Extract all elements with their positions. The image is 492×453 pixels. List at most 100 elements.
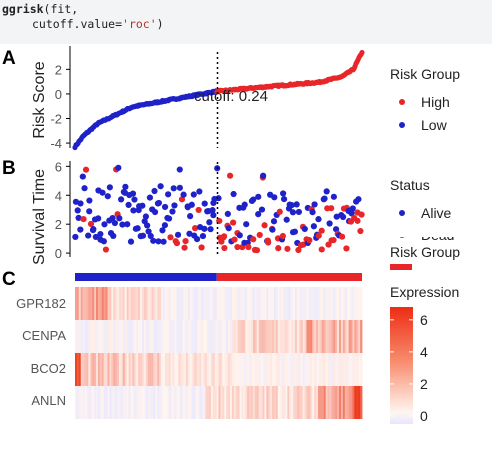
heatmap-cell <box>249 353 252 386</box>
heatmap-cell <box>166 386 170 419</box>
heatmap-cell <box>360 353 363 386</box>
panel-b-yticks: 0 2 4 6 <box>55 159 70 261</box>
heatmap-cell <box>109 353 112 386</box>
heatmap-cell <box>220 320 223 353</box>
survival-point <box>343 245 350 252</box>
heatmap-cell <box>310 353 313 386</box>
heatmap-cell <box>264 386 267 419</box>
heatmap-cell <box>275 287 279 320</box>
heatmap-cell <box>295 287 298 320</box>
heatmap-cell <box>295 320 298 353</box>
heatmap-cell <box>168 353 172 386</box>
survival-point <box>207 226 214 233</box>
heatmap-cell <box>296 287 300 320</box>
heatmap-cell <box>134 287 137 320</box>
heatmap-cell <box>117 287 120 320</box>
heatmap-cell <box>201 386 204 419</box>
heatmap-cell <box>256 353 260 386</box>
heatmap-cell <box>279 320 283 353</box>
survival-point <box>311 201 318 208</box>
heatmap-cell <box>130 320 133 353</box>
survival-point <box>119 221 126 228</box>
heatmap-cell <box>136 386 139 419</box>
heatmap-cell <box>239 353 242 386</box>
heatmap-cell <box>273 320 277 353</box>
heatmap-cell <box>220 353 223 386</box>
heatmap-cell <box>260 287 263 320</box>
heatmap-cell <box>145 353 149 386</box>
heatmap-cell <box>295 386 298 419</box>
survival-point <box>134 225 141 232</box>
legend-risk-group-a: Risk Group High Low <box>390 66 460 133</box>
heatmap-cell <box>333 287 336 320</box>
survival-point <box>241 201 248 208</box>
heatmap-cell <box>111 320 114 353</box>
heatmap-cell <box>316 287 319 320</box>
heatmap-cell <box>229 386 233 419</box>
survival-point <box>109 214 116 222</box>
survival-point <box>326 220 333 227</box>
heatmap-cell <box>117 320 120 353</box>
survival-point <box>127 238 135 245</box>
heatmap-cell <box>185 386 189 419</box>
survival-point <box>86 197 93 204</box>
heatmap-cell <box>90 353 93 386</box>
heatmap-cell <box>94 386 97 419</box>
heatmap-cell <box>308 353 311 386</box>
heatmap-cell <box>86 386 89 419</box>
heatmap-cell <box>325 320 328 353</box>
survival-point <box>258 206 266 213</box>
heatmap-cell <box>304 320 307 353</box>
heatmap-cell <box>185 320 189 353</box>
heatmap-cell <box>337 320 340 353</box>
heatmap-cell <box>283 386 286 419</box>
heatmap-cell <box>189 386 193 419</box>
heatmap-cell <box>94 287 97 320</box>
heatmap-cell <box>122 287 126 320</box>
legend-expression-tick-label: 0 <box>420 408 428 424</box>
heatmap-cell <box>119 287 122 320</box>
heatmap-cell <box>226 287 229 320</box>
heatmap-cell <box>306 287 309 320</box>
heatmap-cell <box>132 353 135 386</box>
survival-point <box>139 232 147 239</box>
heatmap-cell <box>166 320 170 353</box>
heatmap-cell <box>298 386 302 419</box>
heatmap-cell <box>319 287 323 320</box>
heatmap-cell <box>283 353 286 386</box>
survival-point <box>74 207 81 214</box>
heatmap-cell <box>254 386 258 419</box>
heatmap-cell <box>293 287 296 320</box>
heatmap-cell <box>252 353 256 386</box>
heatmap-cell <box>149 320 152 353</box>
heatmap-cell <box>151 353 154 386</box>
survival-point <box>130 207 137 214</box>
survival-point <box>245 243 252 251</box>
heatmap-cell <box>147 287 151 320</box>
heatmap-cell <box>157 320 160 353</box>
heatmap-cell <box>346 386 349 419</box>
heatmap-cell <box>86 353 89 386</box>
heatmap-cell <box>245 353 248 386</box>
heatmap-cell <box>237 287 240 320</box>
heatmap-cell <box>283 287 286 320</box>
heatmap-cell <box>155 287 158 320</box>
heatmap-cell <box>224 287 227 320</box>
heatmap-cell <box>262 287 265 320</box>
heatmap-cell <box>86 287 89 320</box>
survival-point <box>129 190 137 197</box>
heatmap-cell <box>138 386 141 419</box>
heatmap-cell <box>147 386 151 419</box>
heatmap-cell <box>266 320 269 353</box>
survival-point <box>255 193 262 200</box>
survival-point <box>253 247 261 254</box>
heatmap-cell <box>266 386 269 419</box>
survival-point <box>355 196 362 203</box>
survival-point <box>318 227 325 234</box>
heatmap-cell <box>126 320 129 353</box>
heatmap-cell <box>273 386 277 419</box>
heatmap-cell <box>90 386 93 419</box>
heatmap-cell <box>356 320 359 353</box>
heatmap-cell <box>113 386 116 419</box>
heatmap-cell <box>319 386 323 419</box>
